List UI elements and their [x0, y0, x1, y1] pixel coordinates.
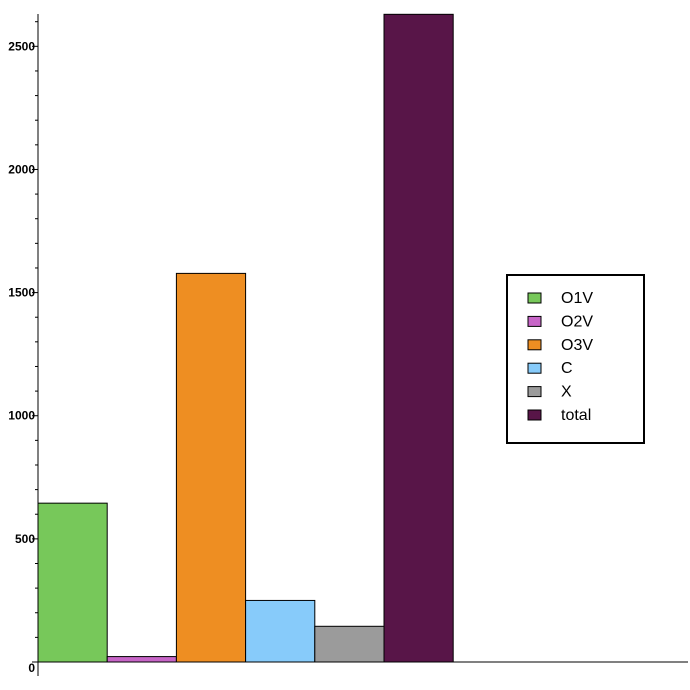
legend-label-c: C: [561, 360, 573, 377]
legend-label-x: X: [561, 384, 572, 401]
bar-o2v: [106, 656, 177, 663]
legend-swatch-o2v: [527, 315, 542, 327]
bar-x: [314, 625, 385, 663]
legend-swatch-x: [527, 386, 542, 398]
bars-group: [37, 13, 454, 663]
legend-label-o3v: O3V: [561, 337, 593, 354]
legend-label-total: total: [561, 407, 591, 424]
bar-c: [245, 599, 316, 663]
bar-o1v: [37, 502, 108, 663]
legend-swatch-o3v: [527, 339, 542, 351]
y-tick-label: 2000: [8, 162, 35, 176]
axes-group: 0 500 1000 1500 2000 2500: [8, 14, 688, 676]
bar-total: [383, 13, 454, 663]
legend-swatch-c: [527, 362, 542, 374]
legend-label-o1v: O1V: [561, 290, 593, 307]
legend-swatch-total: [527, 409, 542, 421]
legend-label-o2v: O2V: [561, 313, 593, 330]
y-tick-label: 1500: [8, 286, 35, 300]
legend-swatch-o1v: [527, 292, 542, 304]
y-tick-label: 500: [15, 532, 35, 546]
y-tick-label: 0: [28, 661, 35, 675]
y-tick-label: 1000: [8, 409, 35, 423]
y-tick-label: 2500: [8, 39, 35, 53]
bar-o3v: [175, 272, 247, 663]
